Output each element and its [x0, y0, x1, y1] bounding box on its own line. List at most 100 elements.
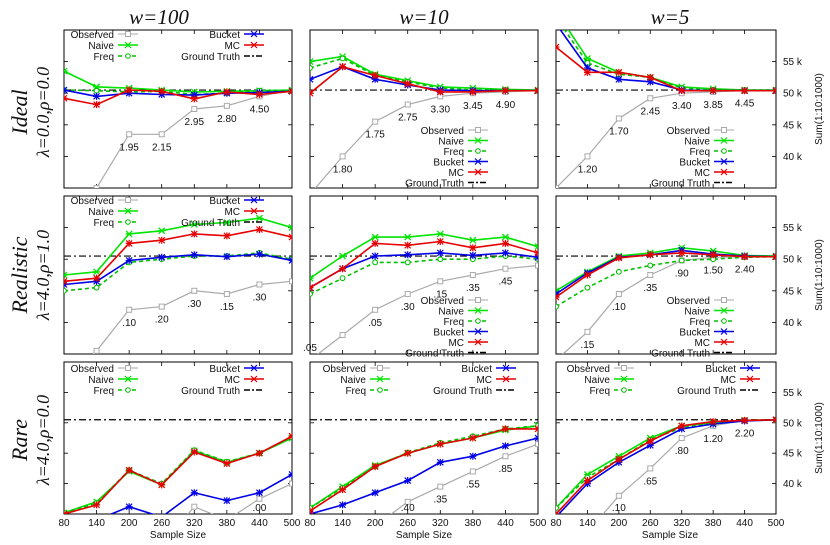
series-mc-point-r2c2-3: [646, 437, 654, 445]
panel-plot-area-r0c1: [310, 53, 538, 188]
legend-label-naive-r1c2: Naive: [684, 307, 710, 318]
series-freq-point-r1c2-0: [556, 303, 559, 310]
series-naive-point-r1c0-0: [64, 271, 68, 279]
series-observed-point-r1c2-3: [647, 272, 654, 278]
series-naive-line-r1c0: [64, 217, 292, 276]
legend-label-mc-r1c0: MC: [224, 207, 240, 218]
series-naive-point-r1c1-7: [534, 243, 538, 251]
series-naive-point-r1c0-5: [223, 219, 231, 227]
series-mc-point-r0c1-7: [534, 87, 538, 95]
series-freq-point-r1c2-1: [584, 284, 591, 291]
series-naive-point-r1c1-1: [339, 252, 347, 260]
series-mc-point-r0c2-1: [583, 68, 591, 76]
y-tick-label-row2-3: 55 k: [783, 388, 803, 399]
legend-label-ground-truth-r2c2: Ground Truth: [677, 386, 736, 397]
series-observed-point-r0c0-4: [191, 106, 198, 112]
legend-label-bucket-r1c2: Bucket: [679, 328, 710, 339]
legend-label-ground-truth-r2c0: Ground Truth: [181, 386, 240, 397]
series-bucket-point-r1c0-5: [223, 253, 231, 261]
series-mc-point-r0c0-7: [288, 87, 292, 95]
annotation-r1c0-2: .30: [187, 299, 201, 310]
x-tick-label-r2c2-0: 80: [550, 518, 562, 529]
series-mc-point-r1c1-3: [404, 241, 412, 249]
legend-label-observed-r2c2: Observed: [567, 364, 610, 375]
legend-marker-naive-r1c1: [474, 307, 482, 314]
x-tick-label-r2c2-6: 440: [736, 518, 753, 529]
x-tick-label-r2c1-4: 320: [432, 518, 449, 529]
row-label-ideal: Ideal: [7, 89, 32, 135]
x-tick-label-r2c0-1: 140: [88, 518, 105, 529]
series-mc-point-r1c0-7: [288, 233, 292, 241]
annotation-r0c2-1: 1.70: [609, 126, 629, 137]
series-mc-point-r0c0-2: [125, 86, 133, 94]
series-mc-line-r2c2: [556, 419, 776, 514]
annotation-r1c1-2: .30: [401, 302, 415, 313]
series-observed-point-r1c2-2: [615, 290, 622, 297]
panel-plot-area-r1c1: [310, 230, 538, 354]
series-freq-line-r1c1: [310, 255, 538, 295]
series-bucket-point-r2c1-4: [436, 458, 444, 466]
series-mc-point-r1c0-6: [255, 225, 263, 233]
series-observed-point-r1c1-2: [372, 306, 379, 313]
series-mc-point-r1c2-0: [556, 293, 560, 301]
series-bucket-point-r2c0-2: [125, 503, 133, 511]
legend-label-bucket-r0c2: Bucket: [679, 158, 710, 169]
series-observed-line-r0c0: [95, 89, 292, 188]
series-mc-line-r1c0: [64, 228, 292, 283]
annotation-r1c1-5: .45: [498, 277, 512, 288]
x-tick-label-r2c1-2: 200: [367, 518, 384, 529]
series-observed-point-r2c0-6: [256, 495, 263, 502]
series-mc-point-r2c2-4: [678, 422, 686, 430]
series-mc-point-r0c2-7: [772, 87, 776, 95]
series-bucket-point-r1c0-7: [288, 256, 292, 264]
series-bucket-point-r0c0-0: [64, 86, 68, 94]
series-bucket-point-r0c2-1: [583, 64, 591, 72]
x-tick-label-r2c1-3: 260: [399, 518, 416, 529]
series-observed-point-r2c2-3: [647, 465, 654, 472]
series-mc-point-r1c1-0: [310, 284, 314, 292]
x-tick-label-r2c0-4: 320: [186, 518, 203, 529]
series-observed-point-r1c0-7: [289, 278, 292, 285]
series-mc-line-r0c1: [310, 65, 538, 94]
series-mc-point-r2c1-3: [404, 449, 412, 457]
y-tick-label-row1-3: 55 k: [783, 223, 803, 234]
legend-label-bucket-r0c1: Bucket: [433, 158, 464, 169]
series-bucket-line-r1c1: [310, 252, 538, 289]
series-mc-point-r1c0-4: [190, 230, 198, 238]
panel-frame-r0c2: [555, 29, 777, 189]
legend-label-mc-r2c1: MC: [476, 375, 492, 386]
series-mc-point-r0c1-1: [339, 63, 347, 71]
column-title-w100: w=100: [129, 5, 189, 29]
x-axis-label-col2: Sample Size: [396, 530, 453, 541]
series-freq-point-r1c1-4: [437, 256, 444, 263]
legend-label-observed-r0c2: Observed: [667, 126, 710, 137]
series-mc-point-r2c0-3: [158, 481, 166, 489]
series-naive-line-r1c2: [556, 246, 776, 292]
series-mc-point-r1c2-6: [741, 253, 749, 261]
series-naive-point-r0c2-0: [553, 8, 560, 14]
series-bucket-point-r1c0-4: [190, 251, 198, 259]
series-bucket-point-r1c1-3: [404, 251, 412, 259]
row-label-realistic: Realistic: [7, 236, 32, 314]
series-freq-point-r0c0-1: [93, 87, 100, 94]
series-naive-point-r1c1-0: [310, 274, 314, 282]
legend-label-observed-r2c0: Observed: [71, 364, 114, 375]
legend-marker-bucket-r0c2: [720, 158, 728, 165]
legend-marker-naive-r2c2: [620, 375, 628, 383]
series-naive-point-r1c1-6: [501, 233, 509, 241]
legend-label-freq-r0c0: Freq: [93, 52, 114, 63]
series-naive-point-r0c1-0: [310, 58, 314, 66]
legend-marker-naive-r1c2: [720, 307, 728, 314]
series-observed-point-r0c0-1: [93, 185, 100, 188]
legend-marker-observed-r0c1: [475, 127, 481, 133]
panel-plot-area-r2c1: [310, 419, 538, 514]
panel-frame-r0c1: [309, 29, 539, 189]
x-axis-label-col1: Sample Size: [150, 530, 207, 541]
legend-marker-bucket-r1c1: [474, 328, 482, 335]
series-observed-point-r1c1-5: [469, 272, 476, 278]
series-bucket-point-r1c0-6: [255, 250, 263, 258]
legend-label-freq-r0c2: Freq: [689, 147, 710, 158]
